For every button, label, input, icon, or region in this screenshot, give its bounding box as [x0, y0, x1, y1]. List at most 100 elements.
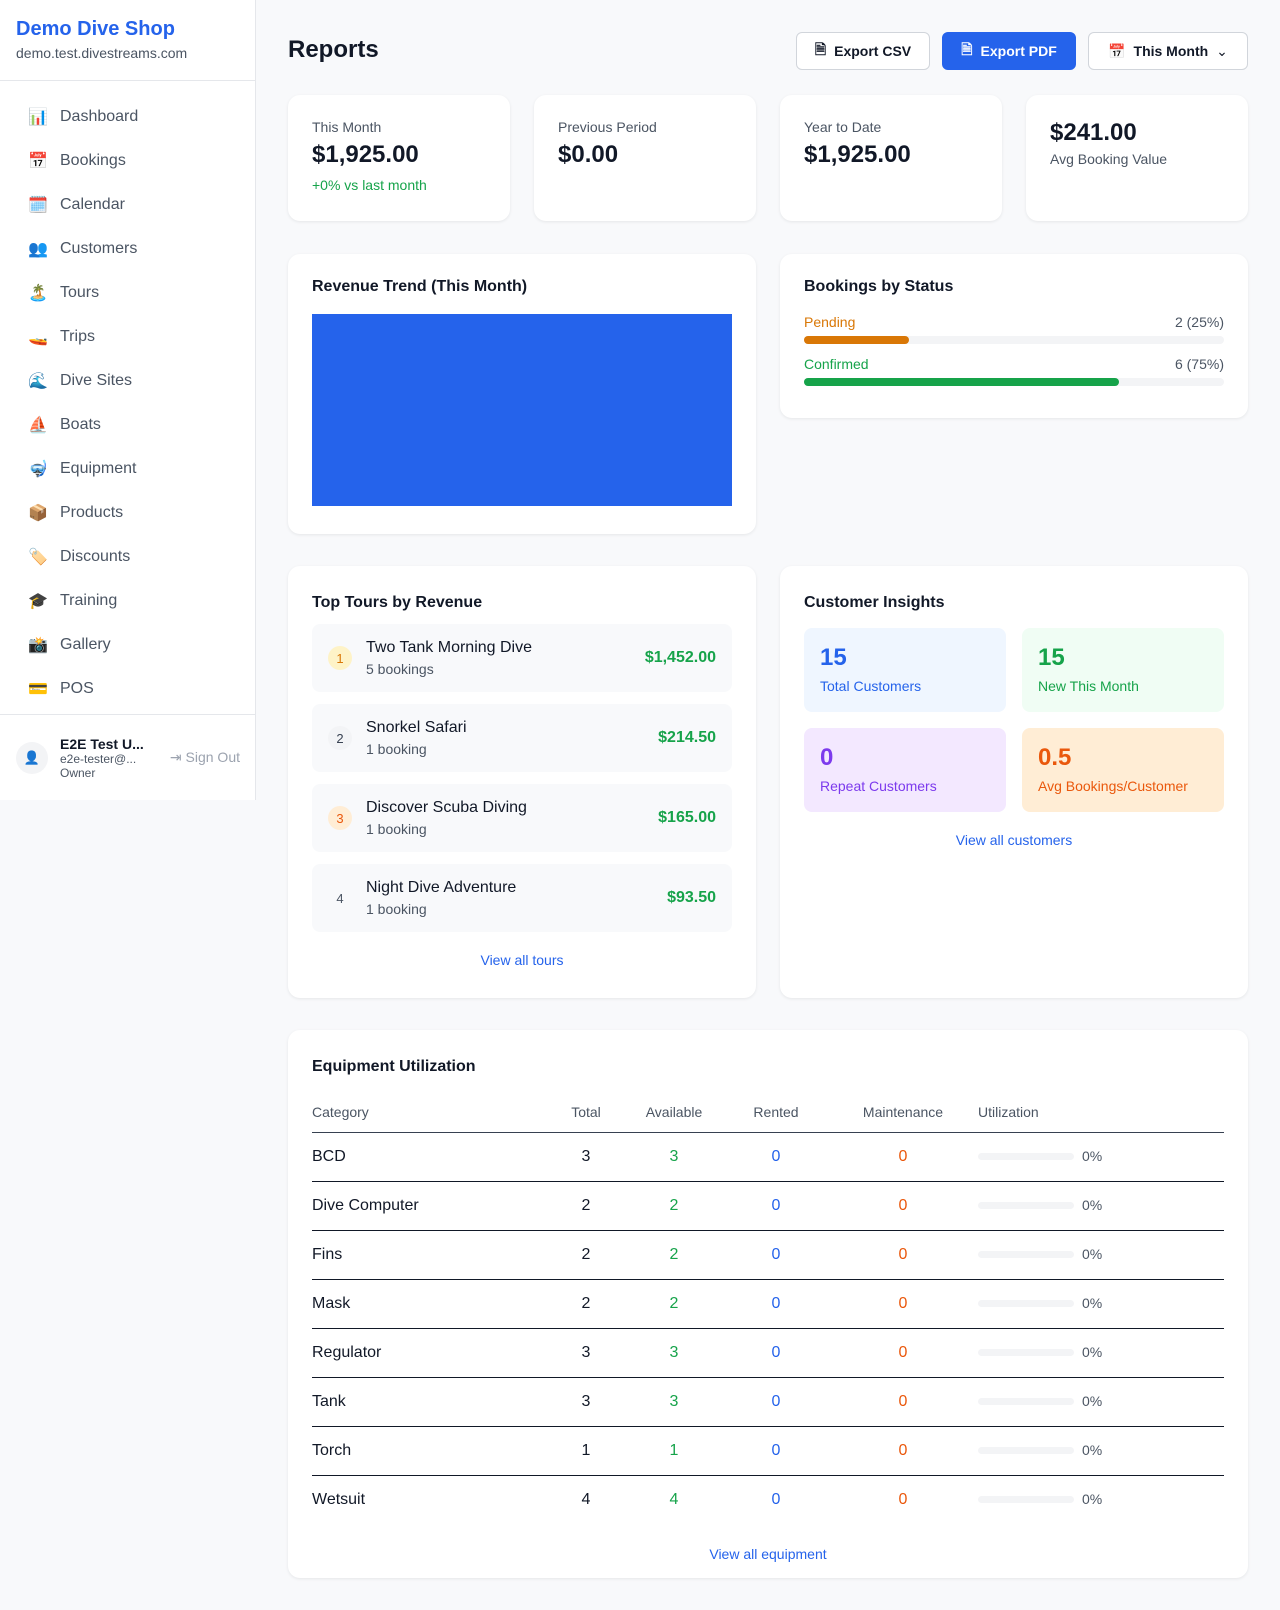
dive-sites-icon: 🌊 [28, 373, 48, 390]
table-cell: 2 [624, 1181, 724, 1231]
table-cell: 3 [624, 1132, 724, 1182]
tour-name: Discover Scuba Diving [366, 799, 527, 816]
table-cell: 0 [828, 1426, 978, 1476]
insight-tile: 0 Repeat Customers [804, 728, 1006, 812]
tour-revenue: $1,452.00 [644, 649, 716, 666]
stat-value: $1,925.00 [804, 141, 911, 168]
sidebar-item-customers[interactable]: 👥 Customers [0, 227, 255, 271]
table-cell: 2 [548, 1181, 624, 1231]
sidebar-item-label: Customers [60, 240, 138, 257]
equipment-icon: 🤿 [28, 461, 48, 478]
gallery-icon: 📸 [28, 637, 48, 654]
table-row: Mask 2 2 0 0 0% [312, 1279, 1224, 1329]
period-select[interactable]: 📅 This Month ⌄ [1088, 32, 1248, 70]
tour-bookings: 5 bookings [366, 661, 434, 677]
tour-item[interactable]: 4 Night Dive Adventure 1 booking $93.50 [312, 864, 732, 932]
table-cell: 0 [724, 1279, 828, 1329]
tour-item[interactable]: 3 Discover Scuba Diving 1 booking $165.00 [312, 784, 732, 852]
tour-revenue: $214.50 [658, 729, 716, 746]
file-download-icon: 🗎 [961, 41, 973, 57]
table-cell: 0 [898, 1490, 908, 1508]
sign-out-label: Sign Out [185, 749, 240, 765]
revenue-trend-title: Revenue Trend (This Month) [312, 278, 528, 295]
sidebar-item-tours[interactable]: 🏝️ Tours [0, 271, 255, 315]
table-cell: 3 [548, 1328, 624, 1378]
export-csv-label: Export CSV [834, 43, 912, 59]
sidebar-item-discounts[interactable]: 🏷️ Discounts [0, 535, 255, 579]
sidebar-item-bookings[interactable]: 📅 Bookings [0, 139, 255, 183]
table-cell: Mask [312, 1279, 548, 1329]
sidebar-item-trips[interactable]: 🚤 Trips [0, 315, 255, 359]
status-count: 2 (25%) [1174, 314, 1224, 330]
status-fill [804, 378, 1119, 386]
sidebar-item-gallery[interactable]: 📸 Gallery [0, 623, 255, 667]
file-download-icon: 🗎 [814, 41, 827, 57]
tour-name: Night Dive Adventure [366, 879, 517, 896]
tour-item[interactable]: 2 Snorkel Safari 1 booking $214.50 [312, 704, 732, 772]
tour-item[interactable]: 1 Two Tank Morning Dive 5 bookings $1,452.0… [312, 624, 732, 692]
utilization-cell: 0% [978, 1181, 1224, 1231]
page-title: Reports [288, 36, 379, 63]
export-csv-button[interactable]: 🗎 Export CSV [796, 32, 930, 70]
calendar-icon: 🗓️ [28, 197, 48, 214]
table-row: Wetsuit 4 4 0 0 0% [312, 1475, 1224, 1524]
utilization-bar [978, 1446, 1074, 1454]
brand-name[interactable]: Demo Dive Shop [16, 18, 175, 40]
view-all-equipment-link[interactable]: View all equipment [709, 1546, 827, 1562]
utilization-percent: 0% [1082, 1441, 1103, 1458]
tour-name: Snorkel Safari [366, 719, 467, 736]
sidebar-item-label: Calendar [60, 196, 125, 213]
table-cell: 0 [724, 1181, 828, 1231]
stat-card-previous-period: Previous Period $0.00 [534, 95, 756, 221]
utilization-cell: 0% [978, 1279, 1224, 1329]
export-pdf-button[interactable]: 🗎 Export PDF [942, 32, 1076, 70]
insight-tile: 0.5 Avg Bookings/Customer [1022, 728, 1224, 812]
table-row: Regulator 3 3 0 0 0% [312, 1328, 1224, 1378]
stat-card-this-month: This Month $1,925.00 +0% vs last month [288, 95, 510, 221]
table-row: Torch 1 1 0 0 0% [312, 1426, 1224, 1476]
insight-label: New This Month [1038, 678, 1139, 694]
utilization-bar [978, 1348, 1074, 1356]
insight-tile: 15 New This Month [1022, 628, 1224, 712]
insight-label: Total Customers [820, 678, 922, 694]
utilization-percent: 0% [1082, 1245, 1103, 1262]
sidebar-item-dashboard[interactable]: 📊 Dashboard [0, 95, 255, 139]
tour-bookings: 1 booking [366, 821, 427, 837]
user-name: E2E Test U... [60, 735, 144, 752]
utilization-percent: 0% [1082, 1294, 1103, 1311]
equipment-table: Category Total Available Rented Maintenance U… [312, 1092, 1224, 1524]
sidebar-item-training[interactable]: 🎓 Training [0, 579, 255, 623]
sidebar-item-products[interactable]: 📦 Products [0, 491, 255, 535]
utilization-bar [978, 1299, 1074, 1307]
column-header: Utilization [978, 1092, 1224, 1133]
utilization-cell: 0% [978, 1230, 1224, 1280]
sidebar-item-dive-sites[interactable]: 🌊 Dive Sites [0, 359, 255, 403]
utilization-percent: 0% [1082, 1196, 1103, 1213]
table-cell: 0 [724, 1328, 828, 1378]
brand: Demo Dive Shop demo.test.divestreams.com [0, 0, 255, 81]
table-cell: BCD [312, 1132, 548, 1182]
table-cell: 0 [828, 1279, 978, 1329]
sidebar-item-calendar[interactable]: 🗓️ Calendar [0, 183, 255, 227]
status-label: Pending [804, 314, 856, 330]
products-icon: 📦 [28, 505, 48, 522]
table-cell: 0 [828, 1230, 978, 1280]
user-email: e2e-tester@... [60, 751, 137, 766]
stat-card-avg-booking: $241.00 Avg Booking Value [1026, 95, 1248, 221]
table-cell: Fins [312, 1230, 548, 1280]
view-all-customers-link[interactable]: View all customers [955, 832, 1073, 848]
customer-insights-card: Customer Insights 15 Total Customers 15 New… [780, 566, 1248, 998]
stat-value: $241.00 [1050, 119, 1137, 146]
sidebar-item-boats[interactable]: ⛵ Boats [0, 403, 255, 447]
table-cell: 0 [724, 1230, 828, 1280]
sidebar-item-equipment[interactable]: 🤿 Equipment [0, 447, 255, 491]
tour-bookings: 1 booking [366, 741, 427, 757]
sidebar-item-label: Gallery [60, 636, 111, 653]
sidebar-item-pos[interactable]: 💳 POS [0, 667, 255, 711]
insight-value: 0.5 [1038, 744, 1072, 771]
tour-rank: 3 [328, 806, 352, 830]
view-all-tours-link[interactable]: View all tours [480, 952, 564, 968]
table-cell: Dive Computer [312, 1181, 548, 1231]
sign-out-button[interactable]: ⇥ Sign Out [170, 749, 240, 766]
column-header: Total [548, 1092, 624, 1133]
